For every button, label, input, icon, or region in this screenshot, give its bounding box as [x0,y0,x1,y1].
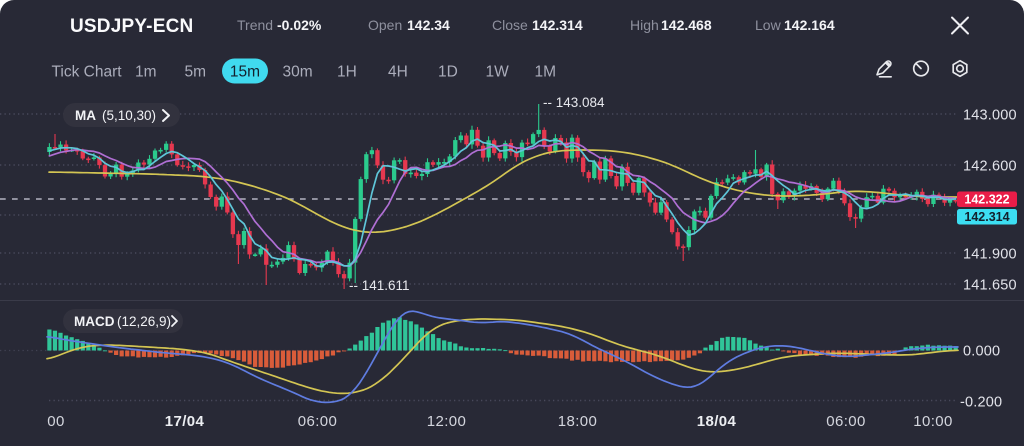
svg-text:30m: 30m [283,64,313,81]
svg-text:142.468: 142.468 [661,17,712,33]
svg-text:5m: 5m [185,64,207,81]
svg-text:10:00: 10:00 [913,413,953,430]
svg-text:18/04: 18/04 [697,413,737,430]
svg-text:142.314: 142.314 [964,210,1009,224]
svg-text:1D: 1D [438,64,458,81]
svg-text:Open: Open [368,17,402,33]
svg-text:(5,10,30): (5,10,30) [102,108,156,123]
svg-text:-0.02%: -0.02% [277,17,322,33]
svg-text:1H: 1H [337,64,357,81]
svg-text:06:00: 06:00 [298,413,338,430]
svg-text:142.600: 142.600 [963,159,1017,175]
svg-text:-- 141.611: -- 141.611 [349,278,410,293]
svg-text:Close: Close [492,17,528,33]
svg-text:(12,26,9): (12,26,9) [117,314,171,329]
svg-text:MA: MA [75,108,96,123]
svg-text:142.164: 142.164 [784,17,835,33]
svg-text:142.34: 142.34 [407,17,450,33]
svg-text:143.000: 143.000 [963,108,1017,124]
svg-text:Tick Chart: Tick Chart [52,64,123,81]
svg-text:142.314: 142.314 [532,17,583,33]
svg-text:00: 00 [47,413,65,430]
svg-text:High: High [630,17,659,33]
svg-text:1m: 1m [135,64,157,81]
svg-text:4H: 4H [388,64,408,81]
svg-text:141.900: 141.900 [963,247,1017,263]
svg-text:Trend: Trend [237,17,273,33]
svg-text:1W: 1W [486,64,510,81]
svg-text:MACD: MACD [74,314,115,329]
svg-text:15m: 15m [230,64,260,81]
svg-text:-0.200: -0.200 [960,395,1002,411]
svg-text:142.322: 142.322 [964,193,1009,207]
svg-text:17/04: 17/04 [165,413,205,430]
svg-text:Low: Low [755,17,782,33]
svg-text:12:00: 12:00 [427,413,467,430]
svg-text:18:00: 18:00 [558,413,598,430]
svg-text:0.000: 0.000 [963,344,1000,360]
svg-text:-- 143.084: -- 143.084 [543,95,605,110]
svg-text:06:00: 06:00 [826,413,866,430]
svg-text:141.650: 141.650 [963,278,1017,294]
svg-text:USDJPY-ECN: USDJPY-ECN [70,16,193,37]
svg-text:1M: 1M [535,64,557,81]
